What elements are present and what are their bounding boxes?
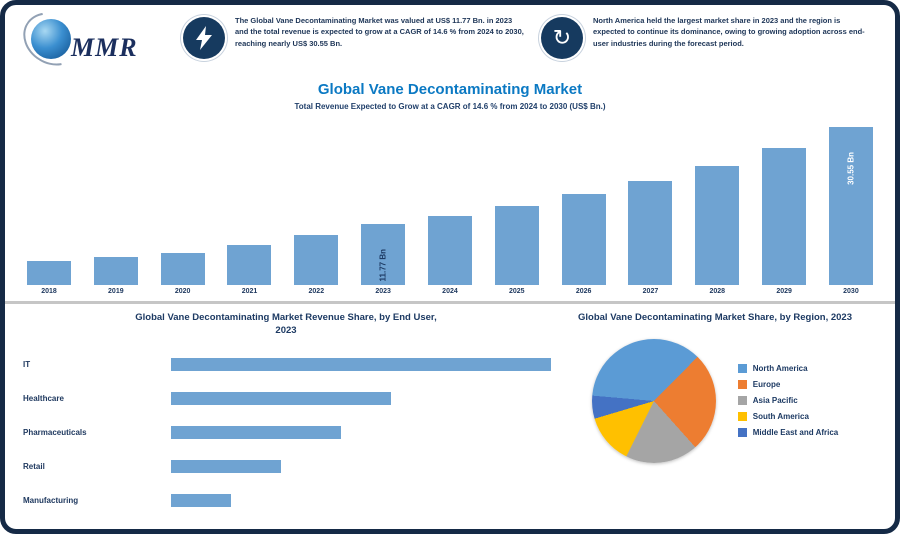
hbar-Retail <box>171 460 281 474</box>
highlight-region: ↻ North America held the largest market … <box>541 15 865 59</box>
bar-column: 2022 <box>294 117 339 299</box>
legend-label: Europe <box>752 380 781 390</box>
highlight-market-value: The Global Vane Decontaminating Market w… <box>183 15 527 59</box>
bar-column: 2018 <box>27 117 71 299</box>
bar-2023 <box>361 224 406 285</box>
section-divider <box>5 301 895 304</box>
bar-2025 <box>494 206 539 285</box>
x-axis-label: 2024 <box>442 288 458 295</box>
bar-column: 2020 <box>160 117 205 299</box>
legend-item: Middle East and Africa <box>737 428 839 438</box>
bar-column: 2027 <box>628 117 673 299</box>
region-legend: North America Europe Asia Pacific South Ame… <box>737 357 839 444</box>
bar-column: 2024 <box>427 117 472 299</box>
bar-2018 <box>27 261 71 285</box>
bar-column: 2029 <box>762 117 807 299</box>
cycle-glyph: ↻ <box>552 25 572 50</box>
legend-item: Europe <box>737 380 839 390</box>
bar-column: 30.55 Bn 2030 <box>828 117 873 299</box>
hbar-label: Pharmaceuticals <box>23 428 87 438</box>
x-axis-label: 2025 <box>509 288 525 295</box>
x-axis-label: 2020 <box>174 288 191 295</box>
bar-2024 <box>427 216 472 285</box>
bar-2021 <box>227 245 272 285</box>
hbar-Pharmaceuticals <box>171 426 341 440</box>
hbar-row: Healthcare <box>21 382 551 416</box>
hbar-row: Retail <box>21 450 551 484</box>
region-chart-title: Global Vane Decontaminating Market Share… <box>578 312 852 323</box>
x-axis-label: 2018 <box>41 288 57 295</box>
bar-2029 <box>762 148 807 285</box>
x-axis-label: 2029 <box>776 288 792 295</box>
bar-column: 11.77 Bn 2023 <box>361 117 406 299</box>
x-axis-label: 2019 <box>108 288 124 295</box>
bar-2022 <box>294 235 339 285</box>
highlight-text: North America held the largest market sh… <box>593 16 865 48</box>
revenue-bar-chart: 2018 2019 2020 2021 2022 11.77 Bn 2023 2024 2025… <box>27 117 873 299</box>
bar-2020 <box>160 253 205 285</box>
x-axis-label: 2028 <box>709 288 726 295</box>
globe-icon <box>31 19 71 59</box>
x-axis-label: 2030 <box>843 288 859 295</box>
legend-label: Middle East and Africa <box>752 428 839 438</box>
x-axis-label: 2023 <box>375 288 391 295</box>
bar-2027 <box>628 181 673 285</box>
hbar-Healthcare <box>171 392 391 406</box>
end-user-section: Global Vane Decontaminating Market Reven… <box>21 312 551 518</box>
region-pie-area: North America Europe Asia Pacific South Ame… <box>551 338 879 463</box>
bar-value-label: 30.55 Bn <box>846 152 856 185</box>
legend-item: Asia Pacific <box>737 396 839 406</box>
region-pie-chart <box>591 338 716 463</box>
hbar-label: IT <box>23 360 31 370</box>
hbar-row: Manufacturing <box>21 484 551 518</box>
lightning-icon <box>183 17 225 59</box>
legend-swatch <box>737 412 747 422</box>
cycle-icon: ↻ <box>541 17 583 59</box>
bar-column: 2019 <box>93 117 138 299</box>
bar-2028 <box>695 166 740 285</box>
legend-label: Asia Pacific <box>752 396 798 406</box>
logo-text: MMR <box>71 33 138 62</box>
page-title: Global Vane Decontaminating Market <box>317 81 583 98</box>
legend-label: North America <box>752 364 808 374</box>
end-user-chart-title: Global Vane Decontaminating Market Reven… <box>21 312 551 338</box>
bottom-sections: Global Vane Decontaminating Market Reven… <box>5 304 895 518</box>
bar-column: 2025 <box>494 117 539 299</box>
hbar-row: Pharmaceuticals <box>21 416 551 450</box>
bar-column: 2028 <box>695 117 740 299</box>
end-user-title-line2: 2023 <box>275 324 297 336</box>
x-axis-label: 2027 <box>642 288 659 295</box>
region-section: Global Vane Decontaminating Market Share… <box>551 312 879 518</box>
legend-swatch <box>737 428 747 438</box>
legend-item: North America <box>737 364 839 374</box>
highlight-text: The Global Vane Decontaminating Market w… <box>235 16 524 48</box>
legend-label: South America <box>752 412 809 422</box>
hbar-IT <box>171 358 551 372</box>
legend-swatch <box>737 380 747 390</box>
bar-column: 2026 <box>561 117 606 299</box>
hbar-label: Healthcare <box>23 394 64 404</box>
hbar-Manufacturing <box>171 494 231 508</box>
bar-2019 <box>93 257 138 285</box>
end-user-title-line1: Global Vane Decontaminating Market Reven… <box>135 312 437 323</box>
x-axis-label: 2021 <box>241 288 258 295</box>
hbar-label: Manufacturing <box>23 496 79 506</box>
bar-2030 <box>828 127 873 285</box>
subtitle: Total Revenue Expected to Grow at a CAGR… <box>294 102 606 111</box>
hbar-label: Retail <box>23 462 45 472</box>
legend-swatch <box>737 396 747 406</box>
bar-2026 <box>561 194 606 285</box>
bar-value-label: 11.77 Bn <box>378 248 388 281</box>
x-axis-label: 2022 <box>308 288 325 295</box>
bar-column: 2021 <box>227 117 272 299</box>
mmr-logo: MMR <box>21 15 169 77</box>
hbar-row: IT <box>21 348 551 382</box>
legend-item: South America <box>737 412 839 422</box>
legend-swatch <box>737 364 747 374</box>
header: MMR The Global Vane Decontaminating Mark… <box>5 5 895 79</box>
end-user-bar-chart: IT Healthcare Pharmaceuticals Retail Manufac… <box>21 348 551 518</box>
x-axis-label: 2026 <box>575 288 592 295</box>
